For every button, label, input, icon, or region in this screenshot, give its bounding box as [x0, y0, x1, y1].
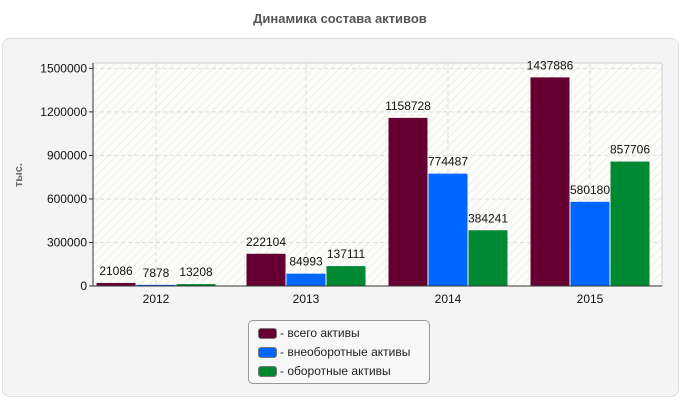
legend-swatch — [258, 346, 277, 358]
legend-item: - внеоборотные активы — [258, 343, 429, 361]
y-axis-label: тыс. — [13, 163, 25, 187]
x-tick-label: 2015 — [577, 292, 604, 306]
y-tick-label: 600000 — [47, 192, 87, 206]
data-label: 222104 — [246, 235, 286, 249]
data-label: 137111 — [327, 247, 366, 261]
data-label: 13208 — [179, 265, 213, 279]
legend-label: - внеоборотные активы — [280, 345, 411, 359]
data-label: 84993 — [289, 255, 323, 269]
x-tick-label: 2013 — [293, 292, 320, 306]
bar — [530, 77, 570, 286]
legend-label: - всего активы — [280, 326, 360, 340]
bar — [286, 273, 326, 286]
legend-item: - оборотные активы — [258, 362, 429, 380]
bar — [468, 230, 508, 286]
y-tick-label: 300000 — [47, 235, 87, 249]
bar — [326, 266, 366, 286]
x-tick-label: 2012 — [143, 292, 170, 306]
y-tick-label: 1500000 — [40, 61, 87, 75]
legend: - всего активы - внеоборотные активы - обо… — [248, 320, 430, 384]
data-label: 7878 — [143, 266, 170, 280]
bar — [570, 201, 610, 286]
legend-label: - оборотные активы — [280, 364, 391, 378]
bar — [610, 161, 650, 286]
bar — [428, 173, 468, 286]
data-label: 21086 — [99, 264, 133, 278]
y-tick-label: 1200000 — [40, 105, 87, 119]
bar — [388, 117, 428, 287]
legend-swatch — [258, 365, 277, 377]
y-tick-label: 900000 — [47, 148, 87, 162]
data-label: 580180 — [570, 183, 610, 197]
y-tick-label: 0 — [80, 279, 87, 293]
chart-title: Динамика состава активов — [253, 11, 427, 26]
bar — [176, 284, 216, 286]
data-label: 857706 — [610, 143, 650, 157]
x-tick-label: 2014 — [435, 292, 462, 306]
data-label: 774487 — [428, 155, 468, 169]
data-label: 1158728 — [385, 99, 431, 113]
data-label: 1437886 — [527, 58, 574, 72]
bar — [246, 253, 286, 286]
legend-swatch — [258, 327, 277, 339]
bar — [96, 282, 136, 286]
legend-item: - всего активы — [258, 324, 429, 342]
data-label: 384241 — [468, 211, 508, 225]
bar — [136, 284, 176, 286]
